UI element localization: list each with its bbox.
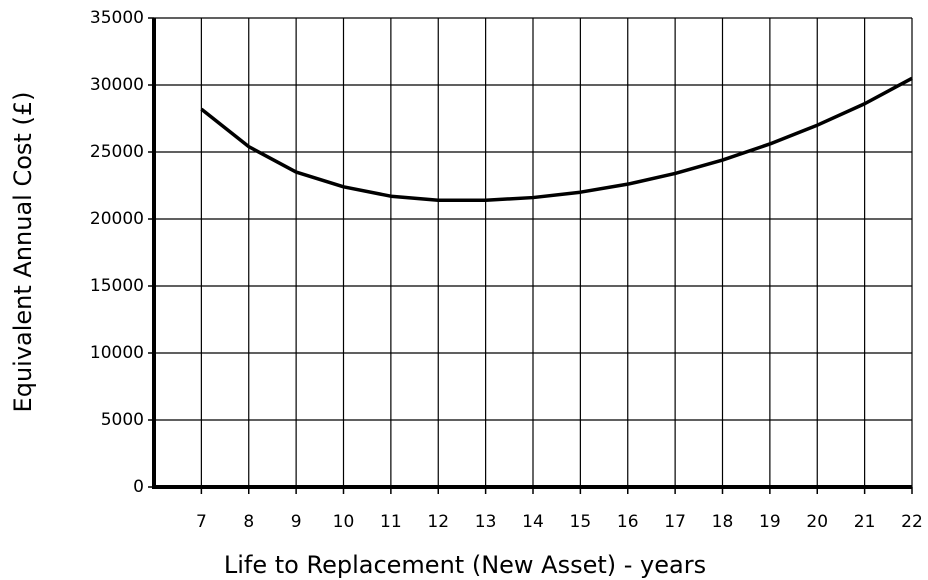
y-tick-label: 30000 [90, 75, 144, 95]
y-tick-label: 20000 [90, 209, 144, 229]
x-tick-label: 16 [617, 512, 639, 532]
x-axis-title: Life to Replacement (New Asset) - years [224, 551, 706, 579]
data-line [200, 76, 913, 202]
y-tick-label: 25000 [90, 142, 144, 162]
x-tick-label: 21 [854, 512, 876, 532]
y-tick-label: 10000 [90, 343, 144, 363]
x-tick-label: 17 [664, 512, 686, 532]
x-tick-label: 13 [475, 512, 497, 532]
x-tick-label: 8 [243, 512, 254, 532]
x-tick-label: 10 [333, 512, 355, 532]
y-tick-label: 15000 [90, 276, 144, 296]
x-tick-label: 22 [901, 512, 923, 532]
y-tick-label: 35000 [90, 8, 144, 28]
x-tick-label: 18 [712, 512, 734, 532]
y-axis-title: Equivalent Annual Cost (£) [9, 92, 37, 413]
y-tick-label: 0 [133, 477, 144, 497]
x-tick-label: 9 [291, 512, 302, 532]
x-tick-label: 7 [196, 512, 207, 532]
x-tick-label: 15 [570, 512, 592, 532]
x-tick-label: 12 [427, 512, 449, 532]
x-tick-label: 11 [380, 512, 402, 532]
y-tick-label: 5000 [101, 410, 144, 430]
x-tick-label: 14 [522, 512, 544, 532]
x-tick-label: 19 [759, 512, 781, 532]
x-tick-label: 20 [806, 512, 828, 532]
